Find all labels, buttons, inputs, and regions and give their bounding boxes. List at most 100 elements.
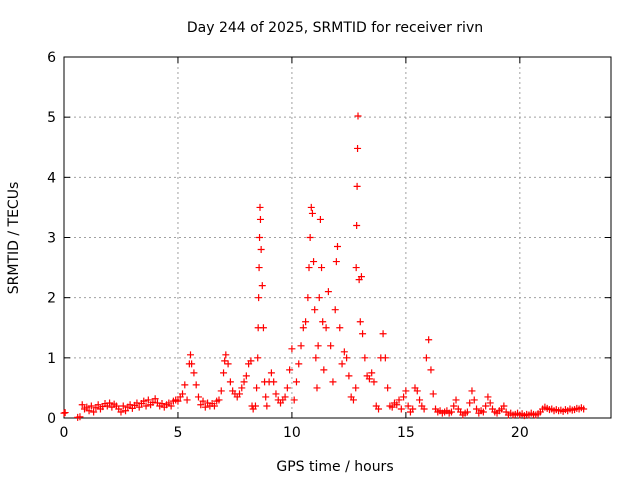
y-tick-label: 6 <box>47 50 56 66</box>
data-points <box>60 112 588 421</box>
data-point <box>151 395 159 403</box>
x-tick-label: 5 <box>173 425 182 441</box>
y-tick-label: 3 <box>47 231 56 247</box>
data-point <box>353 221 361 229</box>
data-point <box>286 366 294 374</box>
data-point <box>357 273 365 281</box>
data-point <box>331 306 339 314</box>
data-point <box>352 264 360 272</box>
data-point <box>190 369 198 377</box>
data-point <box>359 330 367 338</box>
data-point <box>267 369 275 377</box>
data-point <box>427 366 435 374</box>
x-tick-label: 0 <box>60 425 69 441</box>
data-point <box>94 401 102 409</box>
data-point <box>365 375 373 383</box>
data-point <box>142 402 150 410</box>
data-point <box>447 408 455 416</box>
data-point <box>299 324 307 332</box>
data-point <box>336 324 344 332</box>
data-point <box>186 351 194 359</box>
data-point <box>343 354 351 362</box>
data-point <box>327 342 335 350</box>
data-point <box>393 401 401 409</box>
data-point <box>167 402 175 410</box>
x-tick-label: 10 <box>283 425 301 441</box>
data-point <box>425 336 433 344</box>
data-point <box>310 258 318 266</box>
data-point <box>83 403 91 411</box>
data-point <box>311 306 319 314</box>
data-point <box>272 390 280 398</box>
data-point <box>379 330 387 338</box>
data-point <box>429 390 437 398</box>
data-point <box>149 398 157 406</box>
data-point <box>247 357 255 365</box>
data-point <box>500 402 508 410</box>
data-point <box>352 384 360 392</box>
data-point <box>313 384 321 392</box>
data-point <box>422 354 430 362</box>
y-tick-label: 0 <box>47 411 56 427</box>
data-point <box>482 402 490 410</box>
y-axis-label: SRMTID / TECUs <box>6 182 22 295</box>
data-point <box>183 396 191 404</box>
data-point <box>356 318 364 326</box>
y-axis-ticks: 0 1 2 3 4 5 6 <box>47 50 611 427</box>
data-point <box>290 396 298 404</box>
data-point <box>409 405 417 413</box>
data-point <box>297 342 305 350</box>
data-point <box>395 396 403 404</box>
data-point <box>308 209 316 217</box>
data-point <box>381 354 389 362</box>
data-point <box>201 403 209 411</box>
data-point <box>222 351 230 359</box>
data-point <box>262 393 270 401</box>
data-point <box>368 369 376 377</box>
data-point <box>384 384 392 392</box>
data-point <box>119 402 127 410</box>
data-point <box>468 387 476 395</box>
data-point <box>361 354 369 362</box>
data-point <box>60 409 68 417</box>
data-point <box>307 203 315 211</box>
data-point <box>420 405 428 413</box>
data-point <box>288 345 296 353</box>
data-point <box>484 393 492 401</box>
data-point <box>76 413 84 421</box>
data-point <box>144 396 152 404</box>
data-point <box>215 396 223 404</box>
data-point <box>349 396 357 404</box>
data-point <box>220 369 228 377</box>
data-point <box>256 234 264 241</box>
data-point <box>354 144 362 152</box>
data-point <box>255 294 263 302</box>
data-point <box>316 215 324 223</box>
data-point <box>452 396 460 404</box>
x-tick-label: 20 <box>511 425 529 441</box>
data-point <box>256 203 264 211</box>
data-point <box>400 393 408 401</box>
data-point <box>194 393 202 401</box>
data-point <box>304 294 312 302</box>
data-point <box>240 378 248 386</box>
data-point <box>319 318 327 326</box>
data-point <box>370 378 378 386</box>
data-point <box>292 378 300 386</box>
data-point <box>78 401 86 409</box>
data-point <box>413 387 421 395</box>
data-point <box>135 403 143 411</box>
data-point <box>353 182 361 190</box>
data-point <box>375 405 383 413</box>
data-point <box>397 405 405 413</box>
data-point <box>242 372 250 380</box>
data-point <box>259 324 267 332</box>
y-tick-label: 2 <box>47 291 56 307</box>
data-point <box>179 390 187 398</box>
data-point <box>210 402 218 410</box>
data-point <box>314 342 322 350</box>
data-point <box>256 215 264 223</box>
data-point <box>404 402 412 410</box>
